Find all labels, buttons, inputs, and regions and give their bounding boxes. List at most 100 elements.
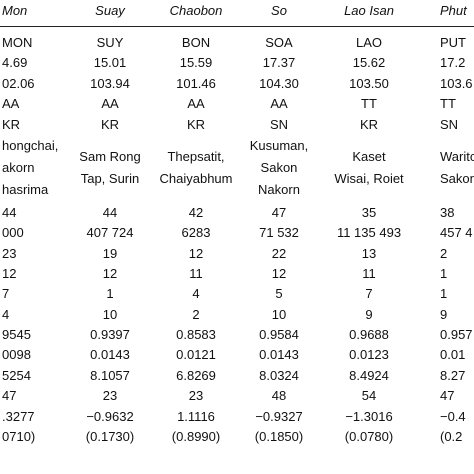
table-cell: 44 (102, 205, 118, 220)
table-cell: 12 (102, 266, 118, 282)
table-cell: 10 (102, 306, 118, 322)
table-cell: SN (440, 116, 459, 132)
table-cell: 1 (440, 266, 448, 282)
table-cell: 2 (440, 245, 448, 261)
table-cell: 12 (2, 266, 17, 282)
table-cell: 17.2 (440, 55, 466, 71)
table-cell: 101.46 (176, 75, 216, 91)
table-cell: 104.30 (259, 75, 299, 91)
table-cell: −0.9632 (86, 408, 134, 424)
table-cell: Kusuman, Sakon Nakorn (249, 138, 309, 197)
table-cell: 8.4924 (349, 367, 389, 383)
table-cell: MON (2, 35, 33, 50)
table-cell: 4 (192, 286, 200, 302)
table-cell: 19 (102, 245, 118, 261)
table-cell: 103.6 (440, 75, 473, 91)
table-cell: 23 (102, 388, 118, 404)
column-header: Mon (2, 3, 28, 18)
table-cell: 000 (2, 225, 24, 241)
table-cell: 407 724 (86, 225, 134, 241)
column-header: Phut (440, 3, 467, 18)
table-cell: AA (270, 96, 288, 112)
table-cell: 1 (440, 286, 448, 302)
table-cell: KR (2, 116, 21, 132)
table-cell: 47 (271, 205, 287, 220)
table-cell: 12 (271, 266, 287, 282)
column-header: Lao Isan (344, 3, 394, 18)
table-cell: 23 (2, 245, 17, 261)
table-cell: 0.0123 (349, 347, 389, 363)
table-cell: 0.8583 (176, 327, 216, 343)
table-cell: 0.9397 (90, 327, 130, 343)
table-cell: 7 (2, 286, 10, 302)
table-cell: Kaset Wisai, Roiet (334, 149, 404, 186)
table-cell: 7 (365, 286, 373, 302)
table-cell: 4 (2, 306, 10, 322)
table-cell: 11 135 493 (336, 225, 402, 241)
table-cell: KR (186, 116, 206, 132)
table-cell: 15.62 (352, 55, 386, 71)
column-header: So (271, 3, 287, 18)
header-rule (0, 26, 474, 27)
table-cell: 02.06 (2, 75, 35, 91)
table-cell: SN (269, 116, 289, 132)
table-cell: 22 (271, 245, 287, 261)
column-header: Suay (95, 3, 125, 18)
table-cell: (0.1850) (254, 428, 304, 444)
table-cell: −1.3016 (345, 408, 393, 424)
table-cell: −0.9327 (255, 408, 303, 424)
table-cell: TT (440, 96, 456, 112)
table-cell: KR (100, 116, 120, 132)
table-cell: 1 (106, 286, 114, 302)
table-cell: 9 (365, 306, 373, 322)
table-cell: 13 (361, 245, 377, 261)
table-cell: 1.1116 (177, 408, 215, 424)
table-cell: 71 532 (259, 225, 299, 241)
table-cell: 0.0143 (259, 347, 299, 363)
table-cell: 15.01 (93, 55, 127, 71)
column-header: Chaobon (169, 3, 223, 18)
table-cell: 0.0121 (176, 347, 216, 363)
table-cell: AA (101, 96, 119, 112)
table-cell: 10 (271, 306, 287, 322)
table-cell: 8.27 (440, 367, 466, 383)
table-cell: 5 (275, 286, 283, 302)
table-cell: SOA (265, 35, 293, 50)
table-cell: 9545 (2, 327, 31, 343)
table-cell: TT (361, 96, 377, 112)
table-cell: 38 (440, 205, 455, 220)
table-cell: −0.4 (440, 408, 466, 424)
table-cell: (0.1730) (85, 428, 135, 444)
table-cell: 457 4 (440, 225, 473, 241)
table-cell: AA (2, 96, 20, 112)
table-cell: AA (187, 96, 205, 112)
table-cell: 5254 (2, 367, 31, 383)
table-cell: 8.1057 (90, 367, 130, 383)
table-cell: 12 (188, 245, 204, 261)
table-cell: (0.2 (440, 428, 463, 444)
table-cell: SUY (96, 35, 124, 50)
table-cell: Thepsatit, Chaiyabhum (159, 149, 233, 186)
table-cell: 0.9688 (349, 327, 389, 343)
table-cell: 0710) (2, 428, 36, 444)
table-cell: .3277 (2, 408, 35, 424)
table-cell: 9 (440, 306, 448, 322)
table-cell: 35 (361, 205, 377, 220)
table-cell: BON (181, 35, 211, 50)
table-cell: 103.50 (349, 75, 389, 91)
table-cell: hongchai, akorn hasrima (2, 138, 59, 197)
table-cell: 11 (362, 266, 376, 282)
table-cell: 44 (2, 205, 17, 220)
table-cell: 47 (2, 388, 17, 404)
table-cell: 0.9584 (259, 327, 299, 343)
table-cell: 6283 (181, 225, 211, 241)
table-cell: 15.59 (179, 55, 213, 71)
table-cell: 0.0143 (90, 347, 130, 363)
table-cell: 0.01 (440, 347, 466, 363)
table-cell: LAO (355, 35, 383, 50)
table-cell: 4.69 (2, 55, 28, 71)
table-cell: 0098 (2, 347, 31, 363)
table-cell: 8.0324 (259, 367, 299, 383)
table-cell: 48 (271, 388, 287, 404)
